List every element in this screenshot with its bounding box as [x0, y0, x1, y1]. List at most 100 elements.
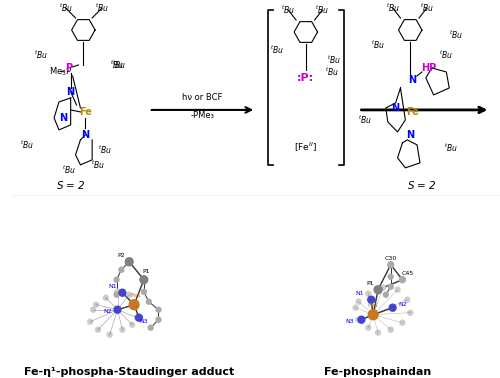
- Text: $^t$Bu: $^t$Bu: [371, 39, 385, 51]
- Circle shape: [134, 315, 140, 320]
- Text: $^t$Bu: $^t$Bu: [281, 4, 295, 16]
- Circle shape: [366, 291, 370, 296]
- Circle shape: [380, 285, 386, 290]
- Text: :P:: :P:: [296, 73, 314, 83]
- Circle shape: [114, 277, 119, 282]
- Circle shape: [395, 287, 400, 292]
- Text: $^t$Bu: $^t$Bu: [95, 2, 109, 14]
- Text: -PMe₃: -PMe₃: [190, 111, 214, 120]
- Text: $^t$Bu: $^t$Bu: [110, 59, 124, 71]
- Text: $^t$Bu: $^t$Bu: [91, 159, 105, 171]
- Text: P1: P1: [142, 269, 150, 274]
- Text: Fe1: Fe1: [130, 293, 141, 298]
- Circle shape: [130, 322, 134, 327]
- Circle shape: [94, 302, 98, 307]
- Circle shape: [136, 314, 142, 321]
- Text: $^t$Bu: $^t$Bu: [316, 4, 330, 16]
- Circle shape: [408, 310, 412, 315]
- Text: N2: N2: [104, 309, 112, 314]
- Text: $^t$Bu: $^t$Bu: [327, 54, 341, 66]
- Text: N: N: [66, 87, 74, 97]
- Text: $^t$Bu: $^t$Bu: [444, 142, 458, 154]
- Text: $^t$Bu: $^t$Bu: [386, 2, 400, 14]
- Text: $^t$Bu: $^t$Bu: [20, 139, 34, 151]
- Text: P2: P2: [118, 253, 125, 258]
- Text: N3: N3: [140, 319, 148, 324]
- Circle shape: [104, 295, 108, 300]
- Circle shape: [384, 292, 388, 297]
- Circle shape: [368, 310, 378, 320]
- Text: N: N: [392, 103, 400, 113]
- Text: P1: P1: [366, 281, 374, 286]
- Circle shape: [114, 292, 119, 297]
- Text: N1: N1: [108, 284, 117, 289]
- Circle shape: [366, 325, 370, 330]
- Circle shape: [156, 307, 161, 312]
- Text: $^t$Bu: $^t$Bu: [358, 114, 372, 126]
- Circle shape: [132, 302, 138, 307]
- Circle shape: [114, 306, 121, 313]
- Text: $^t$Bu: $^t$Bu: [34, 49, 48, 61]
- Circle shape: [400, 320, 405, 325]
- Circle shape: [368, 296, 374, 303]
- Circle shape: [358, 316, 365, 323]
- Text: N: N: [59, 113, 67, 123]
- Text: C30: C30: [384, 256, 397, 261]
- Circle shape: [129, 300, 139, 310]
- Text: HP: HP: [421, 63, 436, 73]
- Circle shape: [127, 292, 132, 297]
- Text: $^t$Bu: $^t$Bu: [325, 66, 339, 78]
- Text: N: N: [408, 75, 416, 85]
- Circle shape: [120, 327, 125, 332]
- Circle shape: [376, 330, 380, 335]
- Circle shape: [108, 332, 112, 337]
- Circle shape: [400, 277, 406, 283]
- Text: $^t$Bu: $^t$Bu: [420, 2, 434, 14]
- Text: Fe: Fe: [406, 107, 418, 117]
- Circle shape: [374, 286, 382, 294]
- Circle shape: [148, 325, 153, 330]
- Text: $^t$Bu: $^t$Bu: [449, 29, 463, 41]
- Text: N: N: [81, 130, 90, 140]
- Text: $S$ = 2: $S$ = 2: [407, 179, 437, 191]
- Circle shape: [388, 327, 393, 332]
- Circle shape: [119, 267, 124, 272]
- Text: $S$ = 2: $S$ = 2: [56, 179, 86, 191]
- Text: hν or BCF: hν or BCF: [182, 93, 222, 102]
- Text: Fe-η¹-phospha-Staudinger adduct: Fe-η¹-phospha-Staudinger adduct: [24, 367, 234, 376]
- Circle shape: [388, 284, 393, 289]
- Text: [Fe$^{II}$]: [Fe$^{II}$]: [294, 141, 318, 155]
- Text: $^t$Bu: $^t$Bu: [440, 49, 454, 61]
- Circle shape: [90, 307, 96, 312]
- Text: $^t$Bu: $^t$Bu: [62, 164, 76, 176]
- Text: Fe-phosphaindan: Fe-phosphaindan: [324, 367, 432, 376]
- Text: N2: N2: [398, 302, 407, 307]
- Text: P: P: [65, 63, 72, 73]
- Text: N3: N3: [346, 319, 354, 324]
- Circle shape: [390, 304, 396, 311]
- Text: C45: C45: [401, 271, 413, 276]
- Circle shape: [388, 262, 394, 268]
- Text: $^t$Bu: $^t$Bu: [58, 2, 73, 14]
- Circle shape: [156, 317, 161, 322]
- Text: Fe1: Fe1: [368, 303, 378, 308]
- Circle shape: [142, 289, 146, 294]
- Circle shape: [115, 289, 120, 294]
- Circle shape: [126, 258, 133, 266]
- Text: $^t$Bu: $^t$Bu: [270, 44, 284, 56]
- Circle shape: [353, 305, 358, 310]
- Circle shape: [88, 319, 92, 324]
- Circle shape: [356, 299, 361, 304]
- Text: N1: N1: [355, 291, 364, 296]
- Circle shape: [388, 274, 393, 279]
- Circle shape: [146, 299, 151, 304]
- Text: N: N: [406, 130, 414, 140]
- Circle shape: [119, 289, 126, 296]
- Text: Me$_3$P: Me$_3$P: [49, 66, 72, 78]
- Text: $^t$Bu: $^t$Bu: [112, 59, 126, 71]
- Text: $^t$Bu: $^t$Bu: [98, 144, 112, 156]
- Circle shape: [356, 317, 361, 322]
- Circle shape: [140, 276, 148, 284]
- Text: Fe: Fe: [79, 107, 92, 117]
- Circle shape: [96, 327, 100, 332]
